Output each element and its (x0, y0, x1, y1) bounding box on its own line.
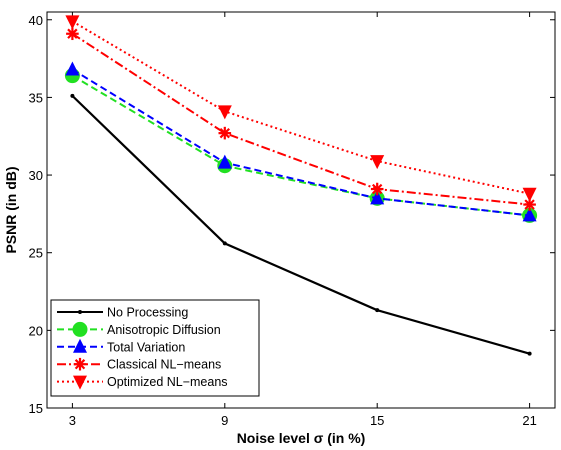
x-tick-labels: 3 9 15 21 (69, 413, 537, 428)
legend-item-no-processing: No Processing (57, 306, 188, 320)
data-point (65, 15, 80, 30)
data-point (370, 190, 385, 205)
data-point (70, 93, 75, 98)
y-tick-label: 30 (29, 168, 43, 183)
series-total-variation (65, 61, 537, 222)
series-line (71, 68, 530, 217)
legend-label: Anisotropic Diffusion (107, 323, 221, 337)
x-tick-label: 21 (522, 413, 536, 428)
y-axis-label: PSNR (in dB) (3, 166, 19, 253)
data-point (375, 308, 380, 313)
x-axis-label: Noise level σ (in %) (237, 430, 366, 446)
data-point (217, 154, 232, 169)
data-point (217, 105, 232, 120)
series-line (71, 95, 530, 355)
legend-item-anisotropic-diffusion: Anisotropic Diffusion (57, 321, 221, 337)
series-line (71, 32, 530, 206)
data-point (527, 351, 532, 356)
y-tick-label: 15 (29, 401, 43, 416)
series-line (71, 20, 530, 195)
data-point (522, 207, 537, 222)
legend-marker (72, 321, 88, 337)
legend-box (50, 299, 260, 397)
legend-label: Classical NL−means (107, 358, 221, 372)
series-layer (64, 15, 538, 356)
y-tick-label: 20 (29, 323, 43, 338)
data-point (218, 126, 232, 140)
series-no-processing (70, 93, 532, 356)
data-point (370, 155, 385, 170)
legend-marker (73, 375, 87, 390)
series-optimized-nl-means (65, 15, 537, 202)
data-point (222, 241, 227, 246)
y-tick-label: 35 (29, 90, 43, 105)
y-tick-label: 40 (29, 13, 43, 28)
data-point (370, 182, 384, 196)
legend-marker (73, 357, 87, 371)
legend-marker (78, 310, 82, 314)
x-tick-label: 15 (370, 413, 384, 428)
legend-label: Total Variation (107, 340, 185, 354)
y-tick-label: 25 (29, 246, 43, 261)
series-classical-nl-means (66, 27, 536, 211)
data-point (66, 27, 79, 41)
legend-marker (73, 338, 87, 353)
legend-item-total-variation: Total Variation (57, 338, 185, 354)
legend: No Processing Anisotropic Diffusion Total … (50, 299, 260, 397)
y-tick-labels: 15 20 25 30 35 40 (29, 13, 43, 416)
legend-item-optimized-nl-means: Optimized NL−means (57, 375, 228, 390)
data-point (65, 61, 80, 76)
data-point (522, 187, 537, 202)
legend-item-classical-nl-means: Classical NL−means (57, 358, 221, 372)
legend-label: Optimized NL−means (107, 375, 228, 389)
x-tick-label: 3 (69, 413, 76, 428)
axis-ticks (47, 12, 555, 409)
x-tick-label: 9 (221, 413, 228, 428)
legend-label: No Processing (107, 306, 188, 320)
